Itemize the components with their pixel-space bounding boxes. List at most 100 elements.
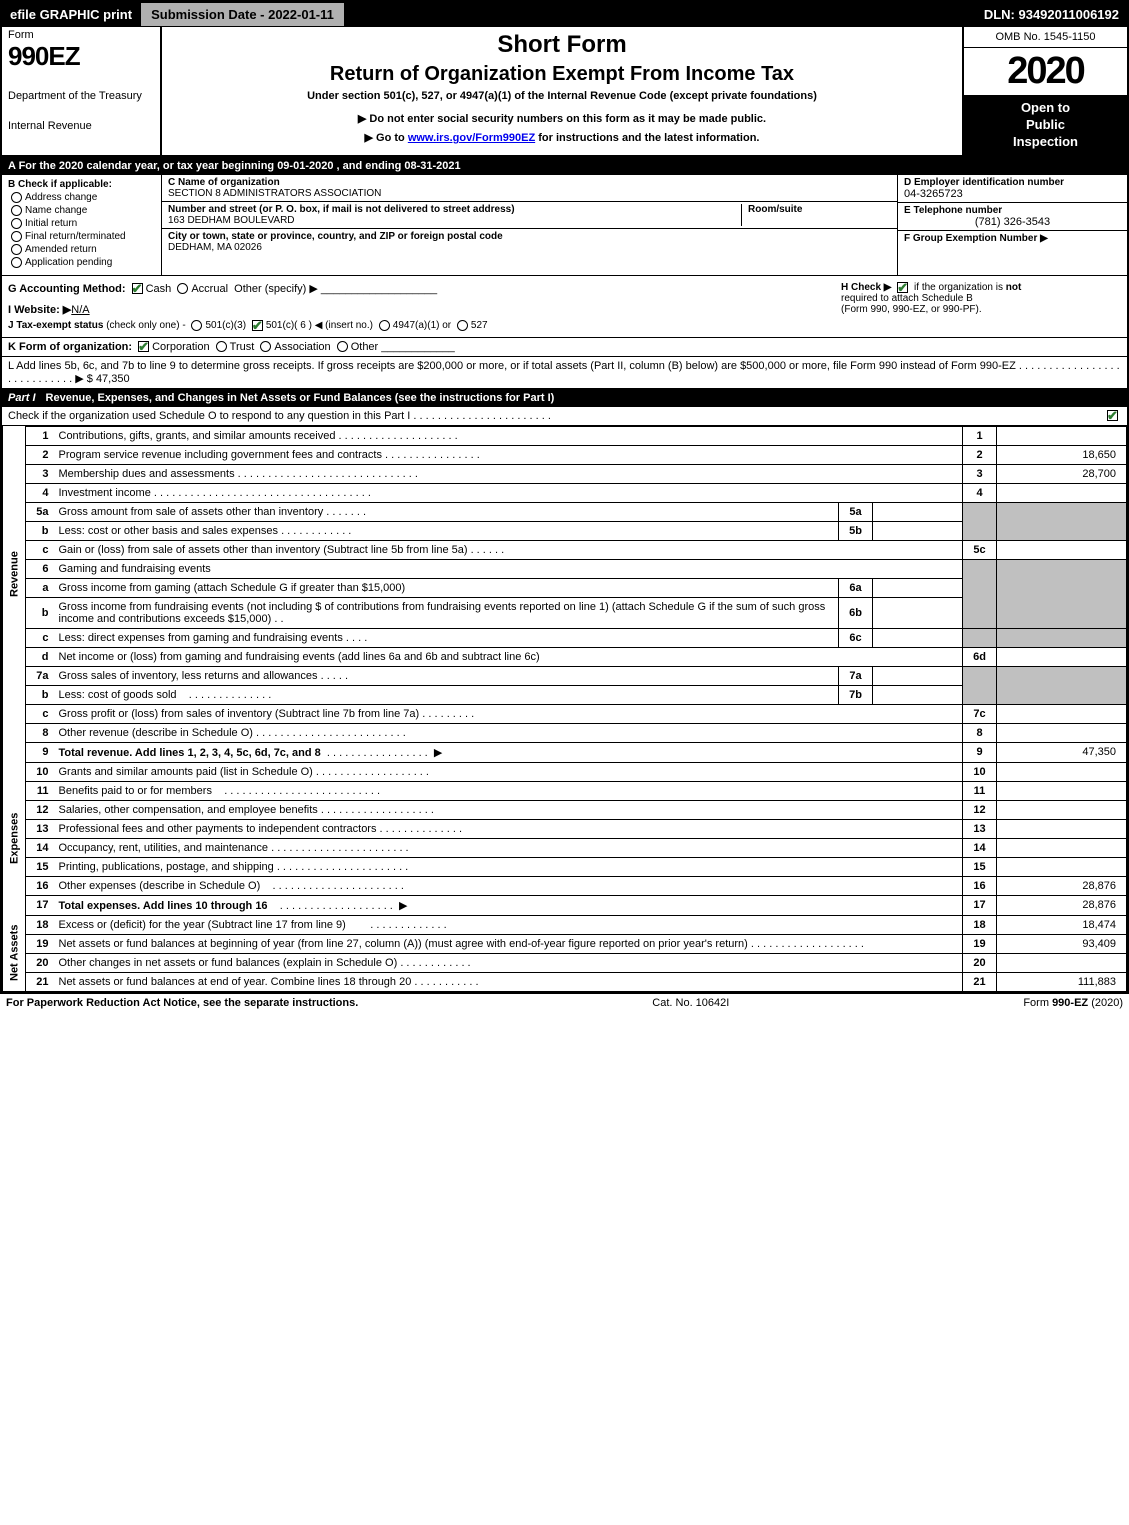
top-bar: efile GRAPHIC print Submission Date - 20… [2, 2, 1127, 27]
line-6b-amount [873, 597, 963, 628]
dln-label: DLN: 93492011006192 [976, 3, 1127, 26]
line-13-amount [997, 819, 1127, 838]
room-label: Room/suite [748, 204, 891, 215]
line-11-amount [997, 781, 1127, 800]
part-1-label: Part I [8, 392, 36, 404]
line-a: A For the 2020 calendar year, or tax yea… [2, 157, 1127, 175]
city-label: City or town, state or province, country… [168, 231, 891, 242]
line-8-amount [997, 723, 1127, 742]
checkbox-schedule-b-not-required[interactable] [897, 282, 908, 293]
checkbox-name-change[interactable] [11, 205, 22, 216]
line-6c-amount [873, 628, 963, 647]
dept-treasury: Department of the Treasury [8, 90, 154, 102]
line-4-amount [997, 483, 1127, 502]
ssn-warning: ▶ Do not enter social security numbers o… [172, 112, 952, 125]
under-section-text: Under section 501(c), 527, or 4947(a)(1)… [172, 90, 952, 102]
checkbox-trust[interactable] [216, 341, 227, 352]
checkbox-address-change[interactable] [11, 192, 22, 203]
line-k: K Form of organization: Corporation Trus… [2, 338, 1127, 357]
title-left-col: Form 990EZ Department of the Treasury In… [2, 27, 162, 155]
form-990ez-document: efile GRAPHIC print Submission Date - 20… [0, 0, 1129, 994]
address-label: Number and street (or P. O. box, if mail… [168, 204, 741, 215]
line-j: J Tax-exempt status (check only one) - 5… [8, 320, 841, 331]
irs-link[interactable]: www.irs.gov/Form990EZ [408, 132, 535, 144]
dept-irs: Internal Revenue [8, 120, 154, 132]
line-20-amount [997, 953, 1127, 972]
phone-label: E Telephone number [904, 205, 1121, 216]
website-value: N/A [71, 304, 89, 316]
tax-year: 2020 [964, 48, 1127, 96]
line-10-amount [997, 762, 1127, 781]
line-7b-amount [873, 685, 963, 704]
checkbox-501c3[interactable] [191, 320, 202, 331]
mid-block: G Accounting Method: Cash Accrual Other … [2, 276, 1127, 338]
checkbox-final-return[interactable] [11, 231, 22, 242]
line-i: I Website: ▶N/A [8, 303, 841, 316]
net-assets-side-label: Net Assets [3, 915, 26, 991]
line-3-amount: 28,700 [997, 464, 1127, 483]
group-exemption-label: F Group Exemption Number ▶ [904, 233, 1121, 244]
line-19-amount: 93,409 [997, 934, 1127, 953]
efile-label: efile GRAPHIC print [2, 3, 140, 26]
form-number: 990EZ [8, 41, 154, 72]
checkbox-501c[interactable] [252, 320, 263, 331]
checkbox-accrual[interactable] [177, 283, 188, 294]
main-title: Return of Organization Exempt From Incom… [172, 63, 952, 86]
line-5c-amount [997, 540, 1127, 559]
org-name: SECTION 8 ADMINISTRATORS ASSOCIATION [168, 188, 891, 199]
line-2-amount: 18,650 [997, 445, 1127, 464]
phone-value: (781) 326-3543 [904, 216, 1121, 228]
goto-line: ▶ Go to www.irs.gov/Form990EZ for instru… [172, 131, 952, 144]
part-1-table: Revenue 1 Contributions, gifts, grants, … [2, 426, 1127, 992]
expenses-side-label: Expenses [3, 762, 26, 915]
part-1-header: Part I Revenue, Expenses, and Changes in… [2, 389, 1127, 407]
line-5b-amount [873, 521, 963, 540]
footer-center: Cat. No. 10642I [358, 997, 1023, 1009]
org-name-label: C Name of organization [168, 177, 891, 188]
revenue-side-label: Revenue [3, 426, 26, 723]
line-l: L Add lines 5b, 6c, and 7b to line 9 to … [2, 357, 1127, 389]
address-value: 163 DEDHAM BOULEVARD [168, 215, 741, 226]
checkbox-amended-return[interactable] [11, 244, 22, 255]
footer-left: For Paperwork Reduction Act Notice, see … [6, 997, 358, 1009]
checkbox-association[interactable] [260, 341, 271, 352]
block-bc: B Check if applicable: Address change Na… [2, 175, 1127, 276]
title-block: Form 990EZ Department of the Treasury In… [2, 27, 1127, 157]
line-18-amount: 18,474 [997, 915, 1127, 934]
line-16-amount: 28,876 [997, 876, 1127, 895]
checkbox-cash[interactable] [132, 283, 143, 294]
checkbox-other[interactable] [337, 341, 348, 352]
col-b-header: B Check if applicable: [8, 179, 155, 190]
line-9-amount: 47,350 [997, 742, 1127, 762]
line-7a-amount [873, 666, 963, 685]
form-label: Form [8, 29, 154, 41]
line-15-amount [997, 857, 1127, 876]
ein-label: D Employer identification number [904, 177, 1121, 188]
line-21-amount: 111,883 [997, 972, 1127, 991]
checkbox-application-pending[interactable] [11, 257, 22, 268]
city-value: DEDHAM, MA 02026 [168, 242, 891, 253]
omb-number: OMB No. 1545-1150 [964, 27, 1127, 48]
short-form-heading: Short Form [172, 31, 952, 59]
col-d: D Employer identification number 04-3265… [897, 175, 1127, 275]
footer-right: Form 990-EZ (2020) [1023, 997, 1123, 1009]
col-c: C Name of organization SECTION 8 ADMINIS… [162, 175, 897, 275]
checkbox-527[interactable] [457, 320, 468, 331]
checkbox-schedule-o-used[interactable] [1107, 410, 1118, 421]
checkbox-initial-return[interactable] [11, 218, 22, 229]
line-12-amount [997, 800, 1127, 819]
checkbox-4947a1[interactable] [379, 320, 390, 331]
submission-date: Submission Date - 2022-01-11 [140, 2, 345, 27]
gross-receipts-amount: ▶ $ 47,350 [75, 373, 129, 385]
line-6d-amount [997, 647, 1127, 666]
line-14-amount [997, 838, 1127, 857]
page-footer: For Paperwork Reduction Act Notice, see … [0, 994, 1129, 1012]
line-17-amount: 28,876 [997, 895, 1127, 915]
line-1-amount [997, 426, 1127, 445]
part-1-title: Revenue, Expenses, and Changes in Net As… [46, 392, 555, 404]
checkbox-corporation[interactable] [138, 341, 149, 352]
line-g: G Accounting Method: Cash Accrual Other … [8, 282, 841, 295]
line-h: H Check ▶ if the organization is not req… [841, 282, 1121, 331]
line-7c-amount [997, 704, 1127, 723]
line-6a-amount [873, 578, 963, 597]
